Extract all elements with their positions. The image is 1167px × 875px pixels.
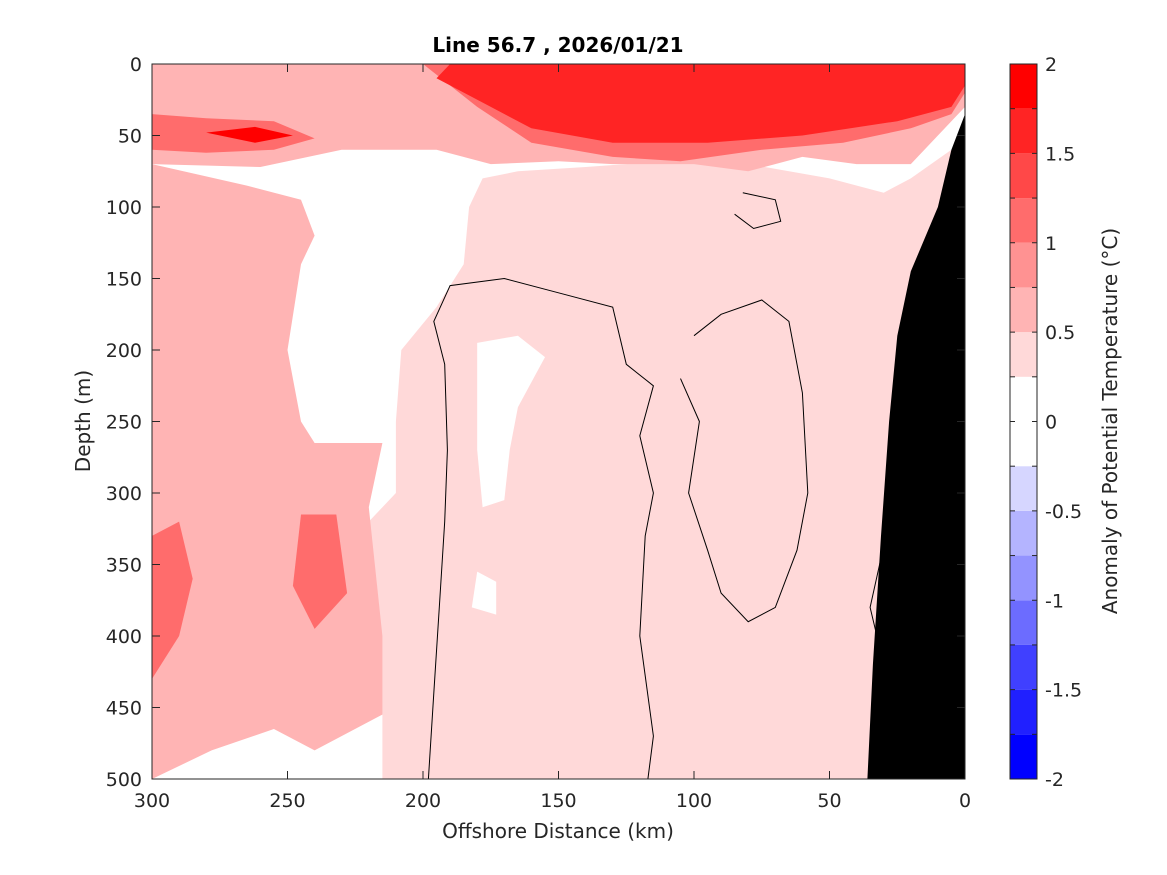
colorbar-swatch: [1010, 689, 1037, 735]
colorbar-tick-label: -0.5: [1045, 501, 1082, 523]
colorbar-tick-label: -1.5: [1045, 680, 1082, 702]
x-tick-label: 100: [676, 790, 712, 812]
seafloor-mask: [867, 114, 965, 779]
colorbar-swatch: [1010, 153, 1037, 199]
colorbar-swatch: [1010, 108, 1037, 154]
y-tick-label: 100: [106, 197, 142, 219]
y-axis-label: Depth (m): [71, 370, 95, 472]
colorbar-swatch: [1010, 421, 1037, 467]
x-tick-label: 200: [405, 790, 441, 812]
y-tick-label: 500: [106, 769, 142, 791]
x-tick-label: 0: [959, 790, 971, 812]
colorbar-swatch: [1010, 332, 1037, 377]
colorbar-swatch: [1010, 644, 1037, 690]
region-warm-1.0-mid: [292, 514, 348, 629]
y-tick-label: 300: [106, 483, 142, 505]
colorbar-swatch: [1010, 242, 1037, 288]
colorbar-swatch: [1010, 600, 1037, 645]
colorbar: 2 1.5 1 0.5 0 -0.5 -1 -1.5 -2: [1009, 54, 1082, 791]
colorbar-swatch: [1010, 64, 1037, 109]
x-tick-label: 250: [269, 790, 305, 812]
colorbar-tick-label: -1: [1045, 590, 1064, 612]
region-cold-patch-2: [471, 571, 497, 615]
zero-contour-west: [427, 277, 654, 779]
colorbar-label: Anomaly of Potential Temperature (°C): [1098, 228, 1122, 614]
region-warm-1.5-core: [436, 64, 965, 143]
y-tick-label: 250: [106, 412, 142, 434]
colorbar-tick-label: 2: [1045, 54, 1057, 76]
colorbar-tick-label: -2: [1045, 769, 1064, 791]
y-tick-label: 450: [106, 698, 142, 720]
x-axis-label: Offshore Distance (km): [442, 819, 674, 843]
region-warm-1.75-core: [206, 126, 293, 143]
zero-contour-east: [680, 299, 809, 623]
y-axis: 0 50 100 150 200 250 300 350 400 450 500: [106, 54, 965, 791]
y-tick-label: 0: [130, 54, 142, 76]
chart-title: Line 56.7 , 2026/01/21: [432, 33, 683, 57]
x-axis: 300 250 200 150 100 50 0: [134, 64, 971, 812]
colorbar-swatch: [1010, 376, 1037, 422]
region-warm-1.0-west: [152, 521, 193, 679]
colorbar-swatch: [1010, 734, 1037, 779]
zero-contour-small: [734, 192, 782, 230]
region-warm-layer-0.25: [152, 64, 965, 779]
x-tick-label: 50: [817, 790, 841, 812]
bathymetry: [867, 114, 965, 779]
colorbar-swatch: [1010, 466, 1037, 511]
anomaly-regions: [152, 64, 965, 779]
x-tick-label: 300: [134, 790, 170, 812]
y-tick-label: 50: [118, 126, 142, 148]
colorbar-swatch: [1010, 510, 1037, 556]
colorbar-tick-label: 0: [1045, 412, 1057, 434]
y-tick-label: 150: [106, 269, 142, 291]
region-cold-patch-1: [477, 335, 545, 508]
colorbar-swatch: [1010, 555, 1037, 601]
colorbar-swatch: [1010, 198, 1037, 243]
colorbar-tick-label: 1.5: [1045, 143, 1075, 165]
colorbar-tick-label: 0.5: [1045, 322, 1075, 344]
x-tick-label: 150: [540, 790, 576, 812]
y-tick-label: 350: [106, 555, 142, 577]
colorbar-tick-label: 1: [1045, 233, 1057, 255]
colorbar-swatch: [1010, 287, 1037, 333]
y-tick-label: 200: [106, 340, 142, 362]
plot-area: [152, 64, 965, 779]
y-tick-label: 400: [106, 626, 142, 648]
region-warm-0.5-west: [152, 164, 383, 779]
